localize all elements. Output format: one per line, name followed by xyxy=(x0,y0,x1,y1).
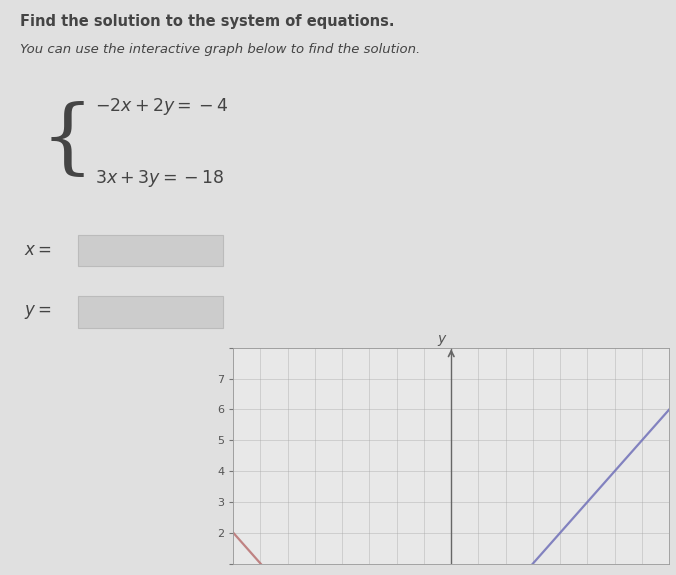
Text: $-2x + 2y = -4$: $-2x + 2y = -4$ xyxy=(95,96,228,117)
Text: $x =$: $x =$ xyxy=(24,242,51,259)
Text: y: y xyxy=(437,332,445,346)
Text: $3x + 3y = -18$: $3x + 3y = -18$ xyxy=(95,168,224,189)
Text: $y =$: $y =$ xyxy=(24,302,51,321)
Text: Find the solution to the system of equations.: Find the solution to the system of equat… xyxy=(20,14,395,29)
Text: You can use the interactive graph below to find the solution.: You can use the interactive graph below … xyxy=(20,43,420,56)
FancyBboxPatch shape xyxy=(78,296,223,328)
FancyBboxPatch shape xyxy=(78,235,223,266)
Text: {: { xyxy=(41,101,94,181)
